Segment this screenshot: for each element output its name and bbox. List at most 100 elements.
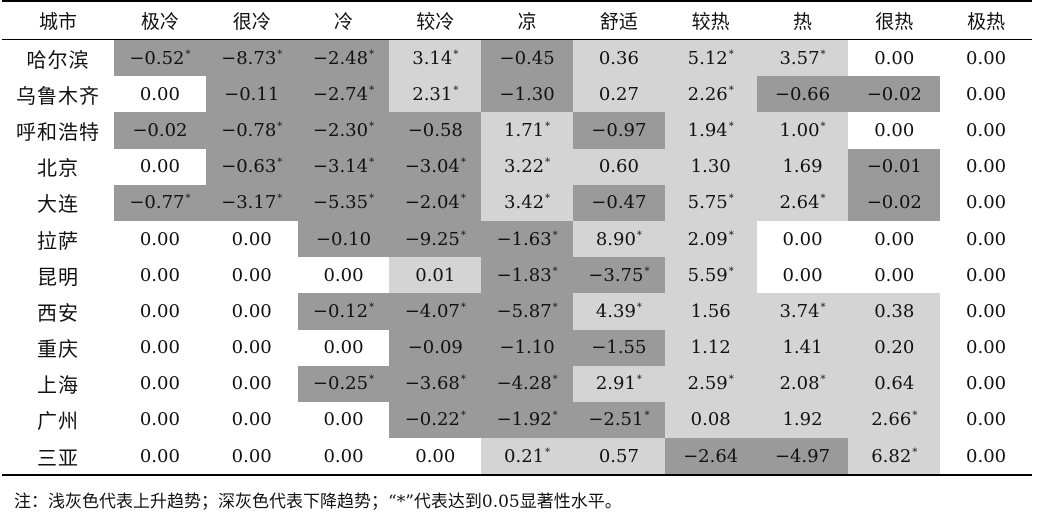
cell-value: 0.00 bbox=[966, 300, 1007, 322]
value-cell: −0.66 bbox=[756, 76, 849, 113]
cell-value: 0.00 bbox=[966, 445, 1007, 467]
table-row: 昆明 0.00 0.00 0.00 0.01 −1.83* −3.75* 5.59* 0.00 0… bbox=[2, 257, 1032, 294]
value-cell: 3.42* bbox=[481, 184, 573, 221]
cell-value: −8.73 bbox=[221, 47, 277, 69]
significance-marker: * bbox=[453, 84, 459, 96]
value-cell: 0.00 bbox=[848, 40, 940, 77]
value-cell: 2.91* bbox=[572, 365, 665, 402]
value-cell: 0.00 bbox=[940, 185, 1032, 221]
cell-value: 0.00 bbox=[966, 47, 1007, 69]
value-cell: 0.00 bbox=[940, 293, 1032, 329]
column-header: 热 bbox=[756, 0, 849, 40]
cell-value: 0.08 bbox=[690, 409, 731, 431]
value-cell: −0.25* bbox=[297, 365, 390, 402]
cell-value: −1.83 bbox=[496, 264, 552, 286]
value-cell: 0.00 bbox=[940, 112, 1032, 148]
cell-value: 0.00 bbox=[139, 373, 180, 395]
significance-marker: * bbox=[277, 193, 283, 205]
cell-value: 0.00 bbox=[231, 409, 272, 431]
table-row: 广州 0.00 0.00 0.00 −0.22* −1.92* −2.51* 0.08 1.92… bbox=[2, 401, 1032, 439]
value-cell: 0.01 bbox=[389, 257, 482, 294]
cell-value: −0.52 bbox=[129, 47, 185, 69]
value-cell: 0.00 bbox=[114, 76, 206, 112]
value-cell: 0.20 bbox=[848, 329, 941, 366]
cell-value: 1.12 bbox=[690, 337, 731, 359]
column-header: 很冷 bbox=[205, 0, 298, 40]
table-row: 哈尔滨 −0.52* −8.73* −2.48* 3.14* −0.45 0.36 5.12*… bbox=[2, 39, 1032, 77]
significance-marker: * bbox=[912, 410, 918, 422]
cell-value: 0.57 bbox=[598, 445, 639, 467]
cell-value: 0.00 bbox=[139, 228, 180, 250]
cell-value: 0.00 bbox=[323, 337, 364, 359]
significance-marker: * bbox=[728, 265, 734, 277]
city-name-cell: 昆明 bbox=[37, 264, 79, 289]
value-cell: 0.00 bbox=[205, 438, 298, 477]
value-cell: 0.00 bbox=[206, 366, 298, 402]
value-cell: −2.51* bbox=[572, 401, 665, 439]
value-cell: −0.78* bbox=[205, 112, 298, 149]
cell-value: 0.00 bbox=[139, 445, 180, 467]
cell-value: −3.17 bbox=[221, 192, 277, 214]
city-name-cell: 北京 bbox=[37, 156, 79, 181]
cell-value: −0.11 bbox=[224, 83, 280, 105]
cell-value: 1.30 bbox=[690, 156, 731, 178]
value-cell: 1.56 bbox=[664, 293, 757, 330]
cell-value: 1.71 bbox=[504, 119, 545, 141]
value-cell: −4.97 bbox=[756, 438, 849, 477]
value-cell: 4.39* bbox=[572, 293, 665, 330]
table-row: 大连 −0.77* −3.17* −5.35* −2.04* 3.42* −0.47 5.75… bbox=[2, 184, 1032, 221]
significance-marker: * bbox=[545, 446, 551, 458]
cell-value: 6.82 bbox=[871, 445, 912, 467]
city-name-cell: 上海 bbox=[37, 373, 79, 398]
cell-value: 0.00 bbox=[323, 445, 364, 467]
cell-value: 2.26 bbox=[687, 83, 728, 105]
value-cell: 2.08* bbox=[756, 365, 849, 402]
cell-value: −0.77 bbox=[129, 192, 185, 214]
value-cell: −0.97 bbox=[572, 112, 665, 149]
cell-value: 0.00 bbox=[966, 156, 1007, 178]
value-cell: 1.00* bbox=[756, 112, 849, 149]
cell-value: 2.91 bbox=[595, 373, 636, 395]
value-cell: −9.25* bbox=[389, 220, 482, 258]
cell-value: −9.25 bbox=[404, 228, 460, 250]
significance-marker: * bbox=[644, 410, 650, 422]
value-cell: −1.92* bbox=[481, 401, 573, 439]
city-name-cell: 大连 bbox=[37, 192, 79, 217]
value-cell: 3.14* bbox=[389, 39, 482, 77]
cell-value: −0.25 bbox=[312, 373, 369, 395]
significance-marker: * bbox=[552, 229, 558, 241]
value-cell: −0.02 bbox=[848, 184, 941, 221]
cell-value: 0.00 bbox=[966, 119, 1007, 141]
value-cell: 0.21* bbox=[481, 438, 573, 477]
significance-marker: * bbox=[820, 120, 826, 132]
value-cell: 0.00 bbox=[940, 438, 1032, 477]
value-cell: 0.00 bbox=[940, 149, 1032, 185]
significance-marker: * bbox=[545, 193, 551, 205]
significance-marker: * bbox=[552, 301, 558, 313]
value-cell: −3.75* bbox=[572, 257, 665, 294]
table-row: 北京 0.00 −0.63* −3.14* −3.04* 3.22* 0.60 1.30 1.6… bbox=[2, 148, 1032, 185]
value-cell: −1.30 bbox=[481, 76, 573, 113]
cell-value: 0.27 bbox=[598, 83, 639, 105]
significance-marker: * bbox=[552, 265, 558, 277]
significance-marker: * bbox=[912, 446, 918, 458]
value-cell: 0.08 bbox=[664, 401, 757, 439]
significance-marker: * bbox=[636, 229, 642, 241]
cell-value: 0.00 bbox=[782, 228, 823, 250]
cell-value: 1.69 bbox=[782, 156, 823, 178]
value-cell: 0.00 bbox=[206, 293, 298, 329]
value-cell: −0.09 bbox=[389, 329, 482, 366]
value-cell: 0.00 bbox=[848, 257, 940, 293]
value-cell: −2.74* bbox=[297, 76, 390, 113]
cell-value: 0.00 bbox=[231, 445, 272, 467]
value-cell: 0.00 bbox=[114, 257, 206, 293]
value-cell: 0.27 bbox=[572, 76, 665, 113]
cell-value: 0.36 bbox=[598, 47, 639, 69]
cell-value: 0.00 bbox=[139, 156, 180, 178]
significance-marker: * bbox=[728, 48, 734, 60]
city-name-cell: 拉萨 bbox=[37, 228, 79, 253]
value-cell: 0.00 bbox=[848, 221, 940, 257]
city-name-cell: 哈尔滨 bbox=[26, 47, 90, 72]
value-cell: 2.59* bbox=[664, 365, 757, 402]
value-cell: −5.35* bbox=[297, 184, 390, 221]
